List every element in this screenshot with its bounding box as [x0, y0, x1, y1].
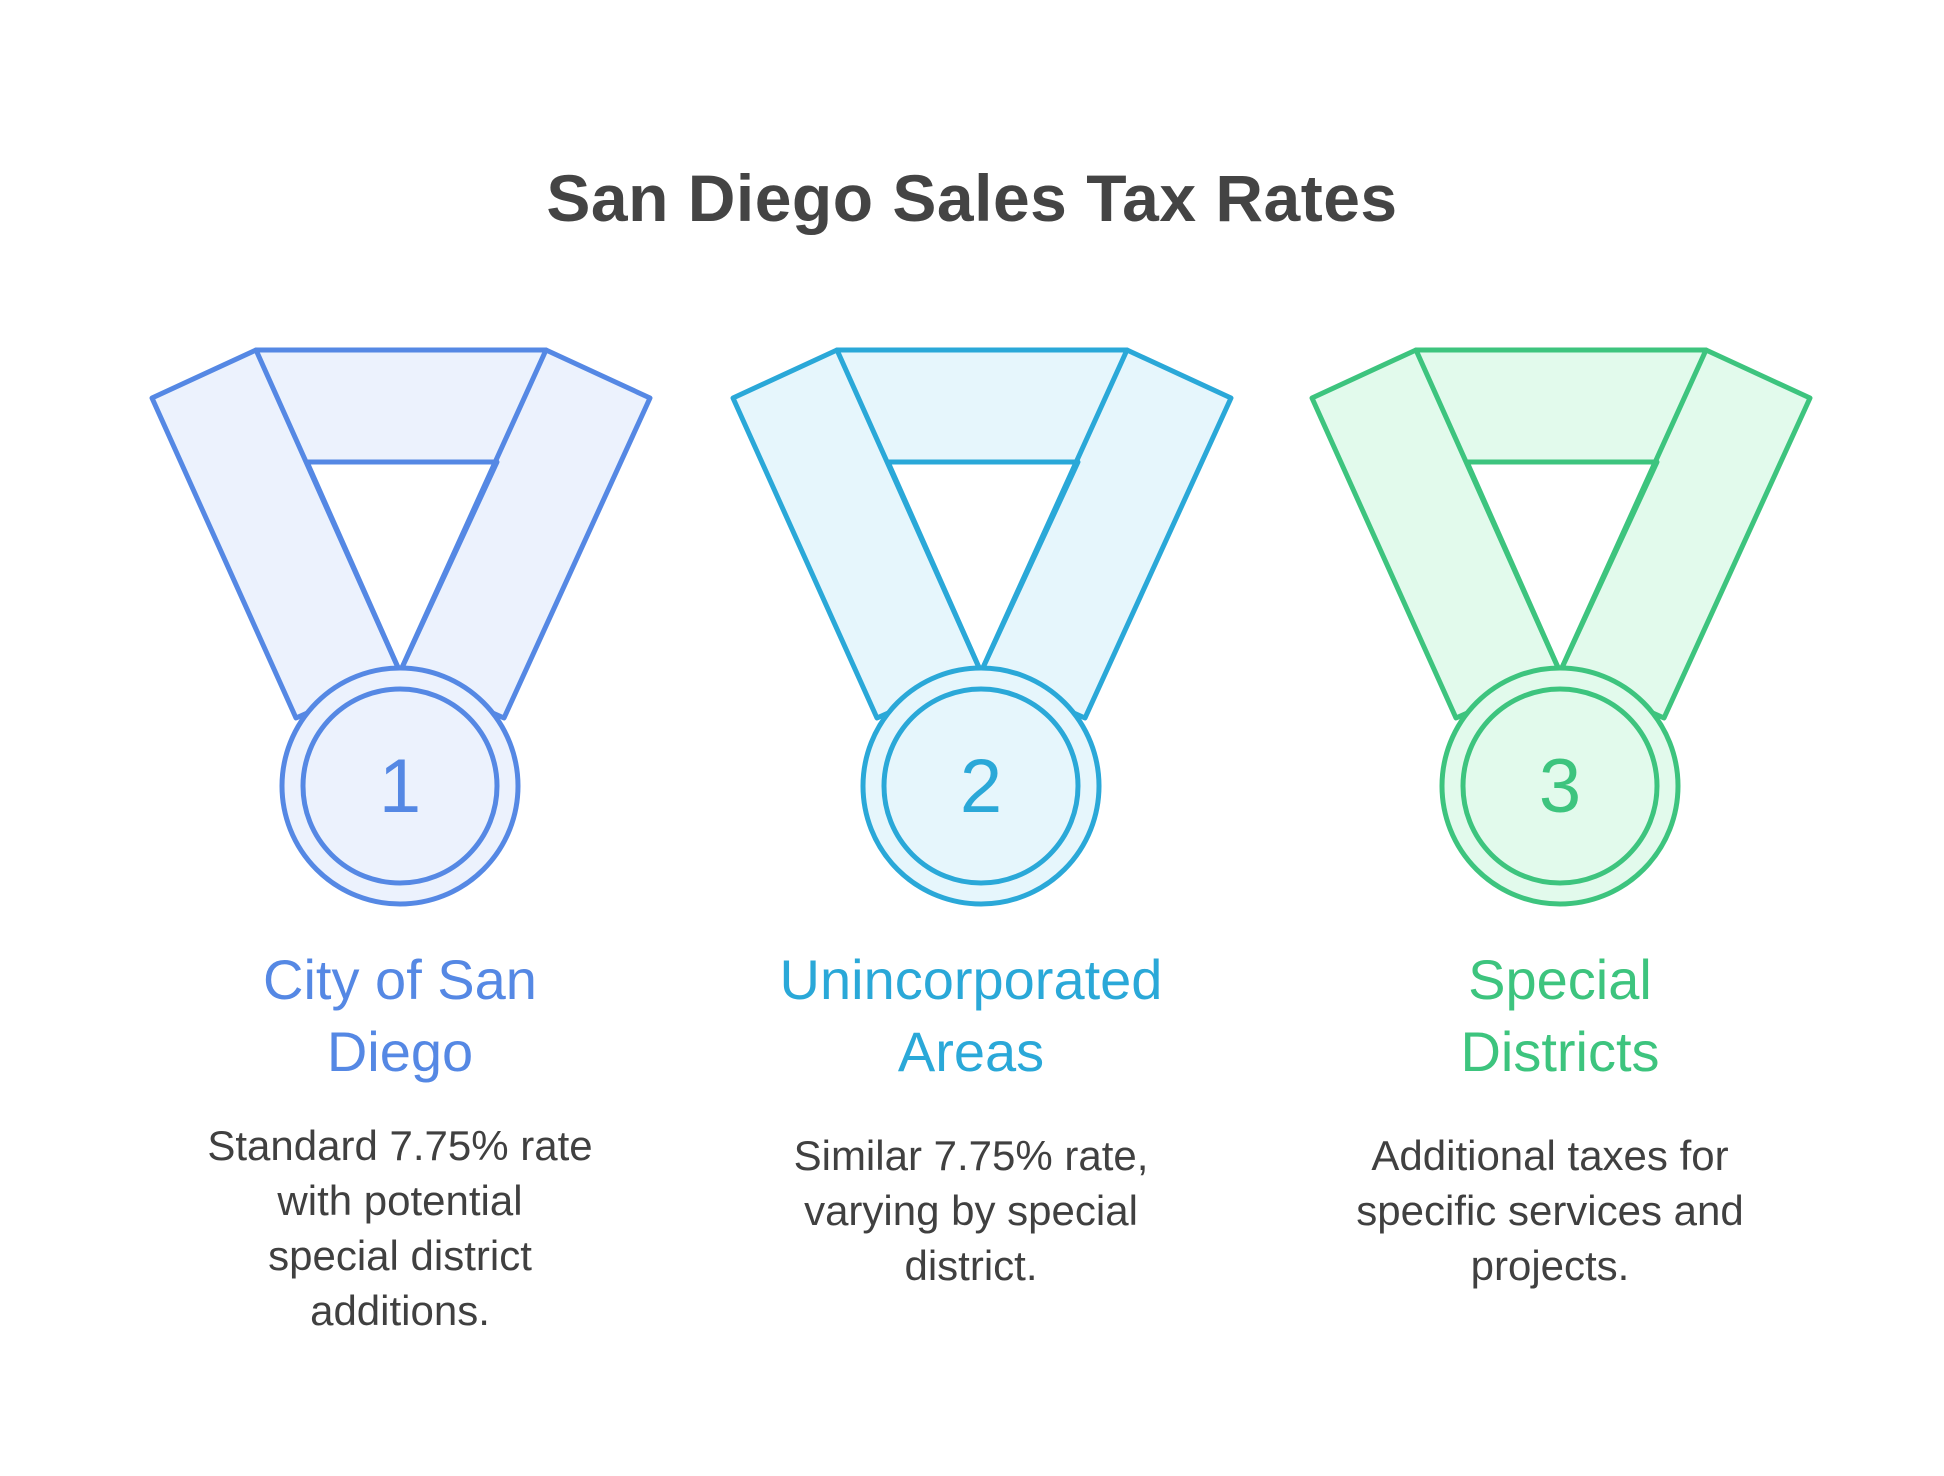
- medal-3-description: Additional taxes for specific services a…: [1320, 1128, 1780, 1293]
- page-title: San Diego Sales Tax Rates: [546, 161, 1398, 235]
- medal-1-description: Standard 7.75% rate with potential speci…: [170, 1118, 630, 1338]
- medal-3-heading-line1: Special: [1468, 948, 1652, 1011]
- medal-1-inner-ring: [300, 686, 500, 886]
- medal-1-desc-line: special district: [268, 1232, 532, 1279]
- medal-3-desc-line: Additional taxes for: [1371, 1132, 1729, 1179]
- medal-1-desc-line: additions.: [310, 1287, 490, 1334]
- medal-3-desc-line: specific services and: [1356, 1187, 1744, 1234]
- medal-2-desc-line: Similar 7.75% rate,: [793, 1132, 1149, 1179]
- medal-2-heading-line1: Unincorporated: [779, 948, 1163, 1011]
- medal-2-description: Similar 7.75% rate, varying by special d…: [741, 1128, 1201, 1293]
- medal-2-number: 2: [960, 744, 1002, 829]
- medal-3-inner-ring: [1460, 686, 1660, 886]
- medal-2: 2: [730, 347, 1234, 907]
- medal-2-heading: Unincorporated Areas: [691, 944, 1251, 1088]
- medal-1: 1: [149, 347, 653, 907]
- medal-3-heading-line2: Districts: [1460, 1020, 1660, 1083]
- medal-1-heading-line2: Diego: [326, 1020, 474, 1083]
- medal-1-number: 1: [379, 744, 421, 829]
- medal-1-desc-line: with potential: [277, 1177, 523, 1224]
- medal-1-heading: City of San Diego: [120, 944, 680, 1088]
- medal-3-desc-line: projects.: [1470, 1242, 1630, 1289]
- medal-3-number: 3: [1539, 744, 1581, 829]
- medal-1-heading-line1: City of San: [263, 948, 537, 1011]
- medal-2-inner-ring: [881, 686, 1081, 886]
- medal-2-desc-line: district.: [904, 1242, 1038, 1289]
- medal-3: 3: [1309, 347, 1813, 907]
- medal-1-desc-line: Standard 7.75% rate: [207, 1122, 593, 1169]
- medal-3-heading: Special Districts: [1280, 944, 1840, 1088]
- medal-2-desc-line: varying by special: [804, 1187, 1138, 1234]
- medal-2-heading-line2: Areas: [897, 1020, 1045, 1083]
